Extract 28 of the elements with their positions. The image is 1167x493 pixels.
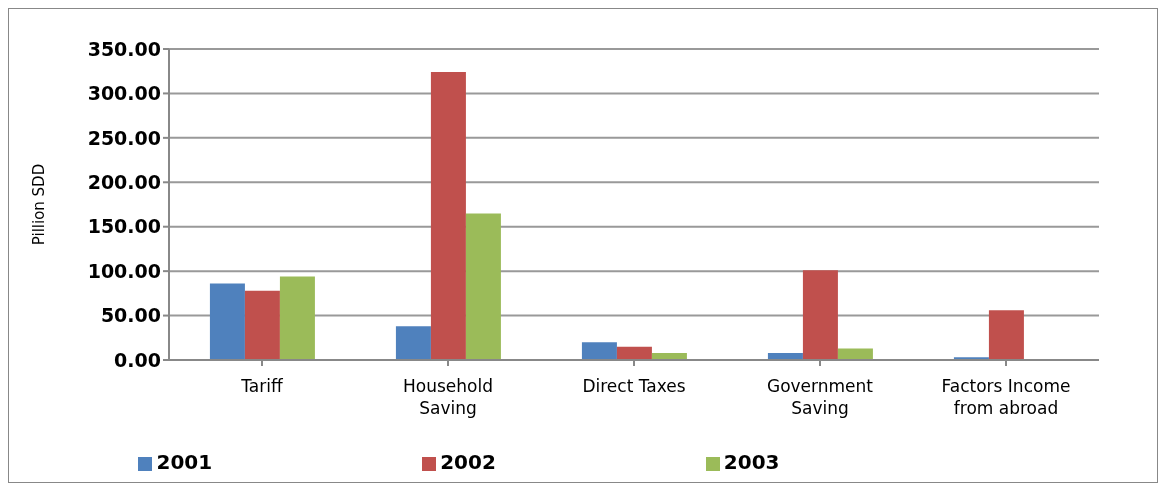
y-tick-label: 200.00: [87, 171, 161, 194]
y-tick-label: 0.00: [114, 348, 161, 371]
y-tick-label: 50.00: [100, 304, 161, 327]
bar: [279, 276, 315, 360]
x-tick-label: Government Saving: [766, 376, 874, 418]
y-tick-label: 100.00: [87, 259, 161, 282]
y-tick-label: 150.00: [87, 215, 161, 238]
bar: [802, 270, 838, 360]
x-tick-label: Factors Income from abroad: [941, 376, 1071, 418]
legend-label: 2002: [440, 450, 496, 474]
bar: [430, 72, 466, 360]
bar: [581, 342, 617, 360]
bar: [465, 213, 501, 360]
x-tick-label: Direct Taxes: [582, 376, 686, 396]
bar: [988, 310, 1024, 360]
y-tick-label: 350.00: [87, 37, 161, 60]
y-tick-label: 300.00: [87, 82, 161, 105]
y-axis-title: Pillion SDD: [30, 163, 49, 246]
bar: [244, 290, 280, 360]
bar: [837, 348, 873, 360]
x-tick-label: Tariff: [240, 376, 284, 396]
legend-label: 2003: [723, 450, 780, 474]
y-tick-label: 250.00: [87, 126, 161, 149]
legend-label: 2001: [156, 450, 213, 474]
bar: [209, 283, 245, 360]
bar: [395, 326, 431, 360]
bar: [616, 346, 652, 360]
x-tick-label: Household Saving: [403, 376, 493, 418]
